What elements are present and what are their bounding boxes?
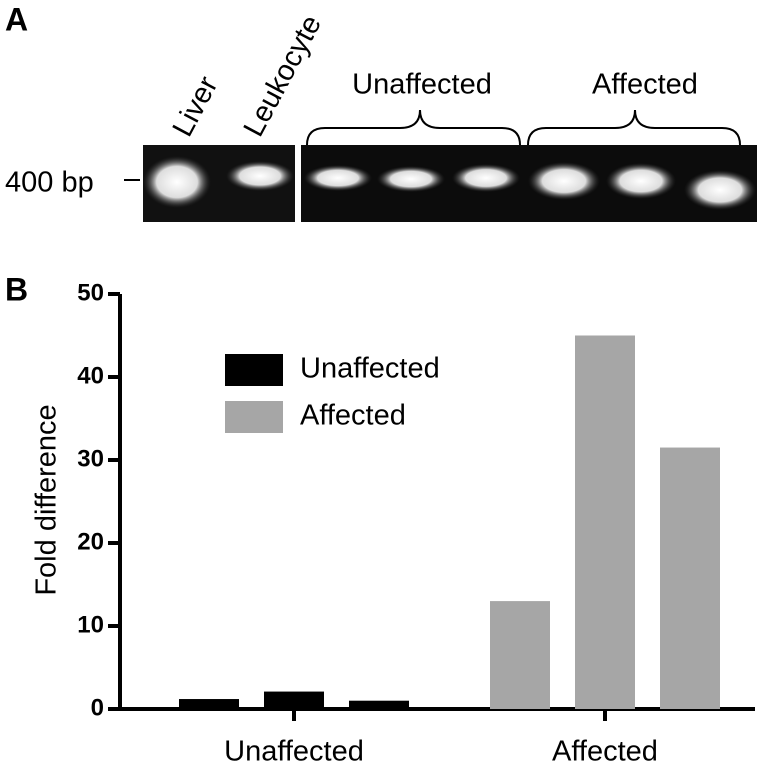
legend-label: Affected — [300, 400, 406, 432]
legend-swatch — [225, 354, 283, 386]
y-tick-label: 10 — [77, 611, 104, 638]
bar — [660, 447, 720, 709]
marker-label: 400 bp — [5, 167, 94, 199]
gel — [143, 145, 757, 222]
y-tick-label: 40 — [77, 362, 104, 389]
y-tick-label: 30 — [77, 445, 104, 472]
lane-label: Leukocyte — [238, 10, 328, 142]
group-label: Unaffected — [352, 69, 492, 101]
y-tick-label: 50 — [77, 279, 104, 306]
brace — [306, 109, 521, 146]
y-tick-label: 0 — [91, 694, 104, 721]
panel-label: A — [5, 1, 28, 37]
bar — [349, 700, 409, 709]
bar — [490, 601, 550, 709]
bar — [179, 699, 239, 709]
bar — [575, 335, 635, 709]
panel-label: B — [5, 271, 28, 307]
x-tick-label: Unaffected — [224, 736, 364, 768]
y-axis-label: Fold difference — [31, 404, 63, 595]
x-tick-label: Affected — [552, 736, 658, 768]
legend-label: Unaffected — [300, 353, 440, 385]
plot: 0 10 20 30 40 50 Unaffected Affected Unaffected A… — [77, 279, 755, 768]
brace — [527, 109, 741, 146]
group-label: Affected — [592, 69, 698, 101]
lane-label: Liver — [167, 71, 225, 142]
legend-swatch — [225, 401, 283, 433]
bar — [264, 691, 324, 709]
y-tick-label: 20 — [77, 528, 104, 555]
